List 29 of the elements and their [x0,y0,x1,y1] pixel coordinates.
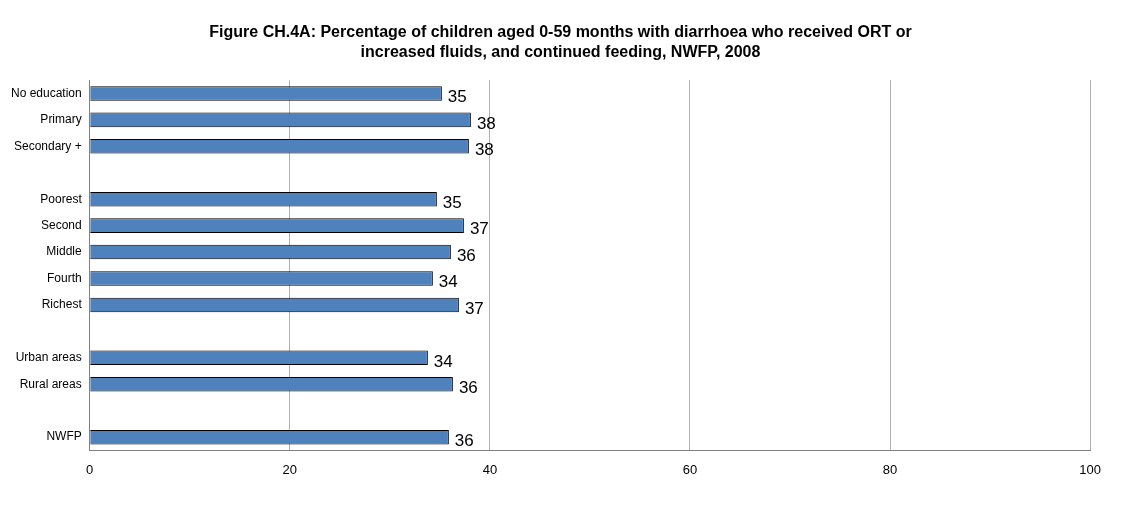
data-label: 36 [454,430,474,450]
y-tick-label: No education [11,85,82,100]
data-label: 35 [447,87,467,107]
data-label: 36 [458,377,478,397]
x-tick-label: 20 [282,461,298,477]
data-label: 38 [476,113,496,133]
data-label: 37 [469,219,489,239]
y-tick-label: NWFP [46,429,82,444]
x-tick-label: 0 [86,461,94,477]
x-tick-label: 60 [682,461,698,477]
y-tick-label: Poorest [40,191,83,206]
data-label: 34 [438,272,458,292]
x-tick-label: 80 [882,461,898,477]
y-tick-label: Urban areas [15,350,82,365]
y-tick-label: Middle [46,244,83,259]
chart-title: Figure CH.4A: Percentage of children aged 0-59 months with diarrhoea who received ORT or increased fluids, and continued feeding, NWFP, 2008 [208,22,913,62]
y-tick-label: Fourth [47,270,82,285]
data-label: 37 [464,298,484,318]
x-tick-label: 100 [1079,461,1102,477]
y-tick-label: Rural areas [19,376,82,391]
y-tick-label: Richest [41,297,83,312]
data-label: 36 [456,245,476,265]
y-tick-label: Secondary + [14,138,82,153]
x-tick-label: 40 [482,461,498,477]
data-label: 34 [433,351,453,371]
data-label: 35 [442,192,462,212]
y-tick-label: Second [41,217,82,232]
data-label: 38 [474,139,494,159]
y-tick-label: Primary [40,112,82,127]
